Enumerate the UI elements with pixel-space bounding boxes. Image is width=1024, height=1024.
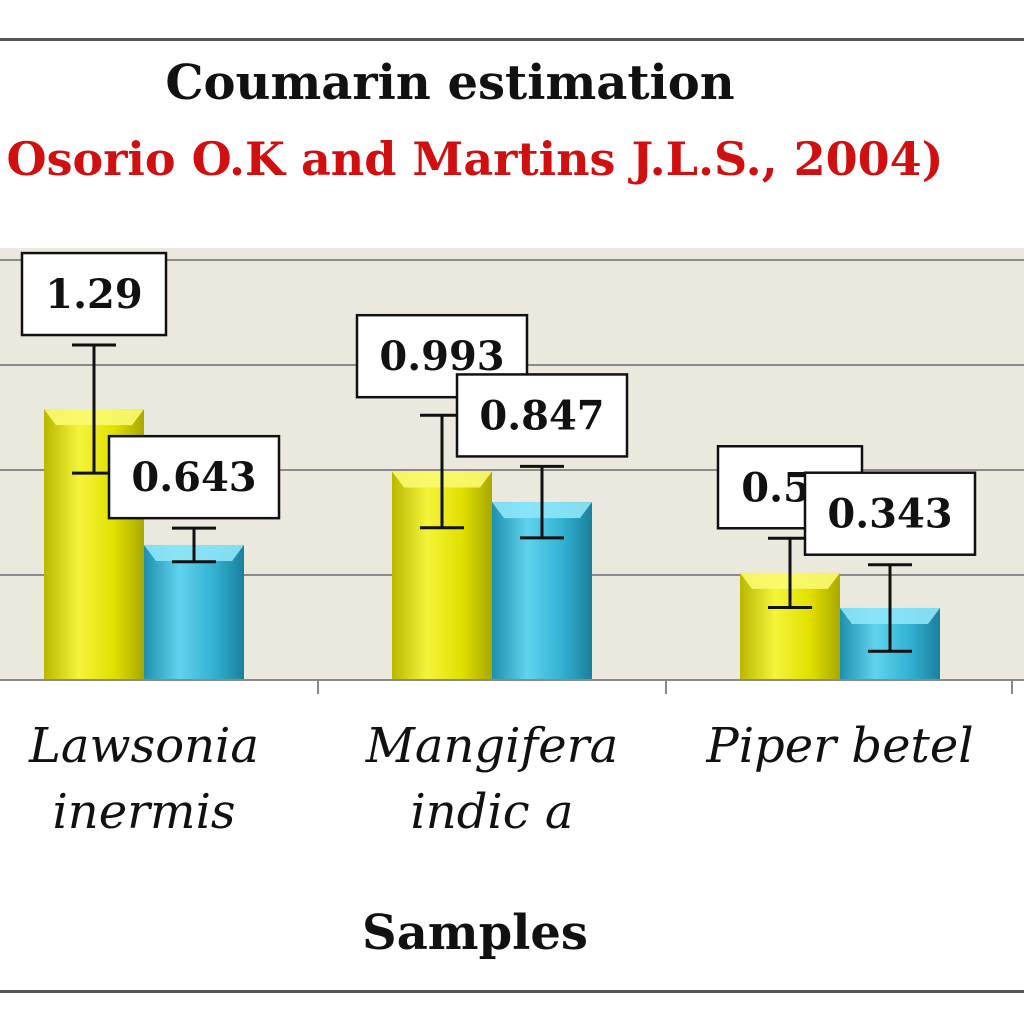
value-label-box	[107, 434, 281, 520]
value-label: 0.643	[107, 434, 281, 520]
category-label: indic a	[410, 784, 573, 840]
category-label: inermis	[52, 784, 235, 840]
x-axis-label: Samples	[362, 905, 588, 961]
error-bar	[520, 464, 564, 540]
value-label-box	[20, 251, 168, 337]
value-label: 0.343	[803, 471, 977, 556]
value-label-text: 0.847	[479, 392, 604, 439]
error-bar	[172, 526, 216, 564]
bar-blue	[144, 544, 244, 680]
value-label-box	[803, 471, 977, 556]
value-label-box	[455, 373, 629, 458]
bar-yellow	[392, 471, 492, 680]
chart-subtitle: Osorio O.K and Martins J.L.S., 2004)	[6, 132, 944, 186]
value-label-text: 0.643	[131, 454, 256, 501]
bottom-frame-line	[0, 990, 1024, 993]
value-label-text: 1.29	[45, 271, 142, 318]
x-axis	[0, 679, 1024, 694]
value-label-text: 0.343	[827, 491, 952, 538]
value-label: 0.847	[455, 373, 629, 458]
category-label: Mangifera	[365, 718, 619, 774]
value-label: 1.29	[20, 251, 168, 337]
category-labels: Lawsonia inermis Mangifera indic a Piper bet…	[28, 718, 974, 840]
top-frame-line	[0, 38, 1024, 41]
error-bars	[72, 343, 912, 653]
category-label: Lawsonia	[28, 718, 259, 774]
error-bar	[868, 563, 912, 653]
category-label: Piper betel	[705, 718, 973, 774]
chart-title: Coumarin estimation	[165, 55, 735, 111]
value-label-text: 0.993	[379, 333, 504, 380]
bar-body	[144, 544, 244, 680]
